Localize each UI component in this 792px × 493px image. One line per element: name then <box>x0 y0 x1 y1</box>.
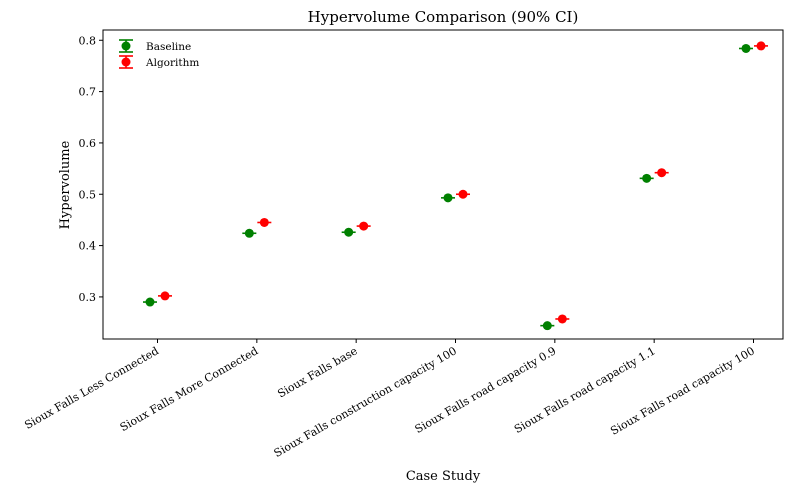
y-tick-label: 0.8 <box>79 34 97 47</box>
algorithm-point <box>657 168 667 178</box>
algorithm-point <box>756 41 766 51</box>
legend-algorithm-marker <box>121 57 131 67</box>
baseline-point <box>344 227 354 237</box>
chart-title: Hypervolume Comparison (90% CI) <box>308 8 579 26</box>
baseline-point <box>741 43 751 53</box>
algorithm-point <box>359 221 369 231</box>
algorithm-point <box>458 189 468 199</box>
x-tick-label: Sioux Falls construction capacity 100 <box>272 344 459 460</box>
baseline-point <box>443 193 453 203</box>
algorithm-point <box>557 314 567 324</box>
legend-baseline-label: Baseline <box>146 41 191 53</box>
baseline-point <box>642 173 652 183</box>
y-tick-label: 0.3 <box>79 291 97 304</box>
plot-frame <box>102 29 784 340</box>
data-points <box>143 41 768 331</box>
algorithm-point <box>160 291 170 301</box>
baseline-point <box>542 321 552 331</box>
y-tick-label: 0.5 <box>79 188 97 201</box>
y-axis-label: Hypervolume <box>58 140 73 229</box>
x-tick-label: Sioux Falls base <box>275 344 359 400</box>
legend-algorithm-label: Algorithm <box>145 57 199 69</box>
y-tick-label: 0.4 <box>79 240 97 253</box>
y-tick-label: 0.7 <box>79 86 97 99</box>
legend-baseline-marker <box>121 41 131 51</box>
algorithm-point <box>259 217 269 227</box>
legend: Baseline Algorithm <box>119 39 199 69</box>
x-axis-label: Case Study <box>406 469 481 484</box>
baseline-point <box>145 297 155 307</box>
baseline-point <box>244 228 254 238</box>
y-tick-label: 0.6 <box>79 137 97 150</box>
